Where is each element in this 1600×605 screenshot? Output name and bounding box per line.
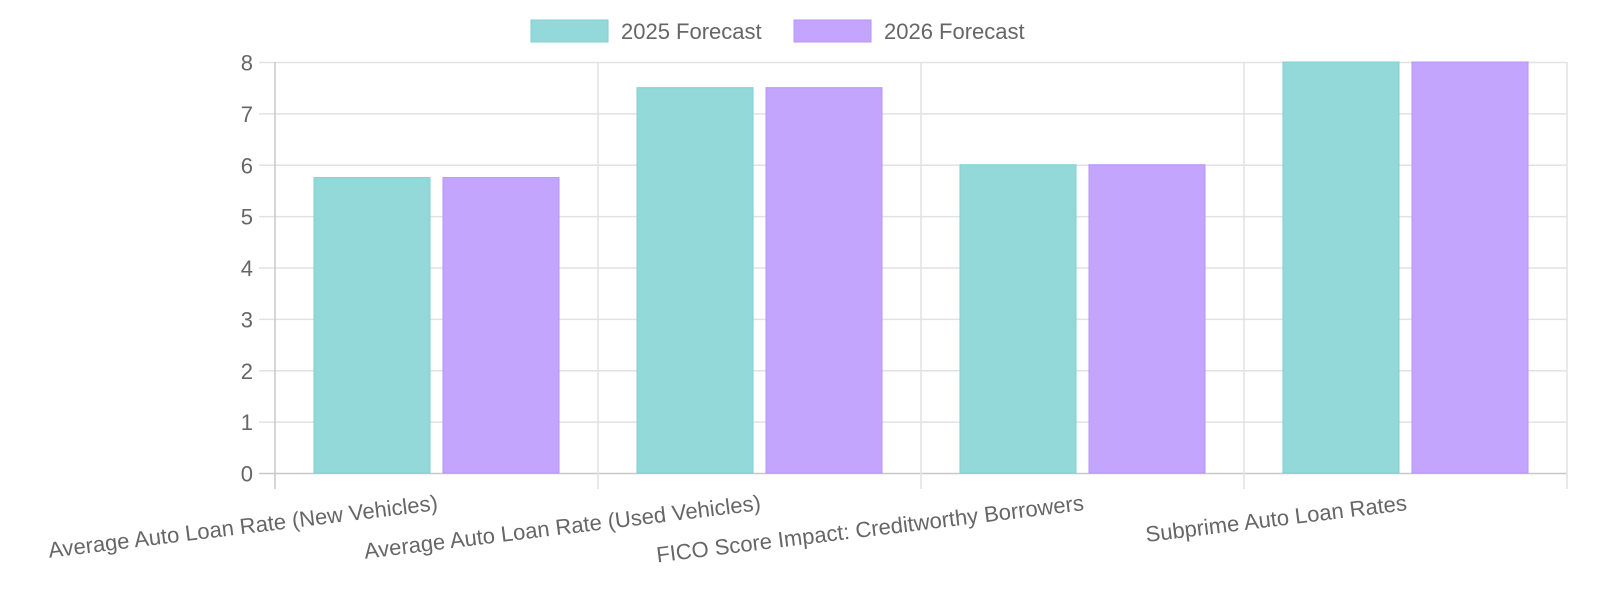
bar-2025 <box>313 177 431 474</box>
y-tick-label: 3 <box>241 307 253 332</box>
bar-2026 <box>765 87 883 474</box>
bar-2025 <box>636 87 754 474</box>
y-axis: 0 1 2 3 4 5 6 7 8 <box>241 51 253 487</box>
bar-2026 <box>442 177 560 474</box>
bar-2025 <box>959 164 1077 474</box>
y-tick-label: 0 <box>241 462 253 487</box>
legend-label: 2026 Forecast <box>884 19 1025 44</box>
legend: 2025 Forecast 2026 Forecast <box>530 19 1025 44</box>
y-tick-label: 7 <box>241 102 253 127</box>
legend-swatch-2025 <box>530 19 609 43</box>
x-tick-label: Subprime Auto Loan Rates <box>1144 490 1408 547</box>
y-tick-label: 5 <box>241 205 253 230</box>
y-tick-label: 6 <box>241 153 253 178</box>
y-tick-label: 1 <box>241 410 253 435</box>
legend-swatch-2026 <box>793 19 872 43</box>
legend-label: 2025 Forecast <box>621 19 762 44</box>
bar-2026 <box>1411 61 1529 474</box>
bars <box>313 61 1529 474</box>
y-tick-label: 2 <box>241 359 253 384</box>
bar-2025 <box>1282 61 1400 474</box>
y-tick-label: 8 <box>241 51 253 76</box>
y-tick-label: 4 <box>241 256 253 281</box>
x-axis: Average Auto Loan Rate (New Vehicles)Ave… <box>47 490 1408 567</box>
bar-2026 <box>1088 164 1206 474</box>
